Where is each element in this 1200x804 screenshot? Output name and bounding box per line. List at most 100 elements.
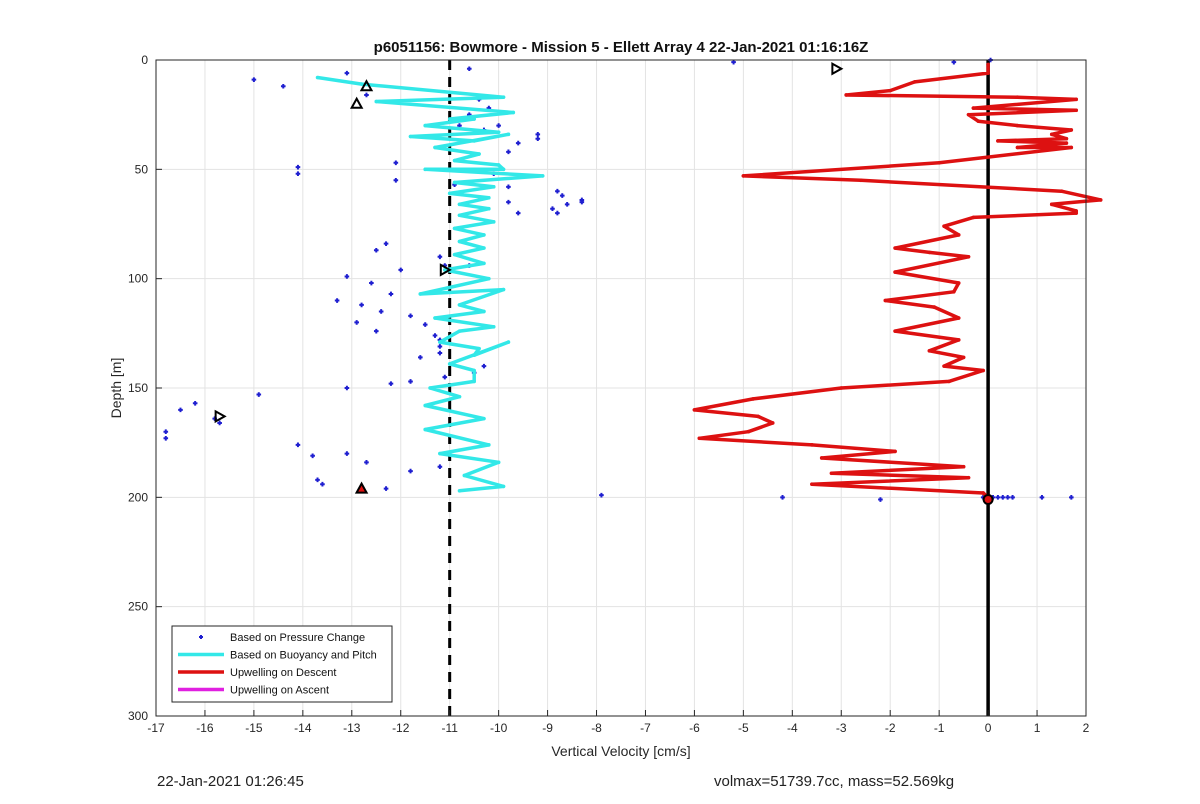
series-line-point xyxy=(981,491,986,495)
series-line-point xyxy=(482,261,486,266)
data-point xyxy=(437,344,443,349)
data-point xyxy=(320,481,325,487)
series-line-point xyxy=(956,281,961,285)
series-line-point xyxy=(408,134,413,139)
x-tick-label: 2 xyxy=(1083,721,1090,735)
data-point xyxy=(369,280,374,286)
series-line-point xyxy=(859,178,863,183)
series-line-point xyxy=(1015,123,1020,128)
series-line-point xyxy=(501,484,506,489)
data-point xyxy=(1005,495,1010,500)
series-line-point xyxy=(442,268,447,272)
x-tick-label: -12 xyxy=(392,721,410,735)
series-line-point xyxy=(501,287,506,292)
series-line-point xyxy=(482,246,486,250)
data-point xyxy=(599,492,604,498)
data-point xyxy=(295,442,301,448)
series-line-point xyxy=(491,324,496,329)
data-point xyxy=(310,453,315,459)
data-point xyxy=(506,184,511,190)
data-point xyxy=(481,363,487,369)
data-point xyxy=(398,267,404,273)
series-line-point xyxy=(1074,211,1079,215)
data-point xyxy=(1000,495,1006,500)
data-point xyxy=(315,477,320,483)
x-tick-label: -7 xyxy=(640,721,651,735)
series-line-point xyxy=(956,316,961,320)
series-line-point xyxy=(506,132,511,137)
series-line-point xyxy=(746,429,751,434)
series-line-point xyxy=(487,276,491,281)
y-tick-label: 50 xyxy=(135,162,149,176)
data-point xyxy=(388,291,394,297)
series-line-point xyxy=(374,99,379,104)
series-line-point xyxy=(893,449,897,454)
series-line-point xyxy=(1069,128,1074,132)
data-point xyxy=(163,429,169,435)
legend-entry: Upwelling on Ascent xyxy=(230,685,329,697)
series-line-point xyxy=(893,329,897,333)
y-tick-label: 0 xyxy=(141,53,148,67)
data-point xyxy=(251,77,257,82)
series-line-point xyxy=(751,397,755,401)
series-line-point xyxy=(1015,95,1020,99)
series-line-point xyxy=(996,139,1000,143)
series-line-point xyxy=(501,95,506,99)
data-point xyxy=(878,497,883,502)
series-line-point xyxy=(487,443,491,447)
series-line-point xyxy=(438,340,442,344)
series-line-point xyxy=(433,145,437,150)
series-line-point xyxy=(452,226,457,231)
series-line-point xyxy=(932,305,937,309)
x-tick-label: -4 xyxy=(787,721,798,735)
data-point xyxy=(515,140,521,146)
legend-box xyxy=(171,625,393,703)
series-line-point xyxy=(457,213,462,218)
series-line-point xyxy=(491,185,496,189)
series-line-point xyxy=(457,303,462,307)
footer-info: volmax=51739.7cc, mass=52.569kg xyxy=(714,773,955,790)
series-line-point xyxy=(496,460,501,465)
data-point xyxy=(731,59,736,65)
series-line-point xyxy=(961,464,966,469)
data-point xyxy=(408,468,413,474)
series-layer xyxy=(163,57,1103,502)
series-line-point xyxy=(1064,136,1069,141)
data-point xyxy=(437,254,443,260)
data-point xyxy=(393,177,399,183)
series-line-point xyxy=(423,427,428,432)
series-line-point xyxy=(482,309,486,314)
series-line-point xyxy=(482,233,486,237)
data-point xyxy=(354,320,359,325)
series-line-point xyxy=(810,482,814,487)
series-line-point xyxy=(457,239,462,244)
data-point xyxy=(780,495,785,500)
series-line-point xyxy=(462,473,467,478)
series-line-point xyxy=(986,62,990,67)
x-tick-label: -15 xyxy=(245,721,263,735)
x-tick-label: -9 xyxy=(542,721,553,735)
series-line-point xyxy=(1049,202,1054,207)
series-line-point xyxy=(418,292,423,296)
series-line-point xyxy=(511,110,516,115)
series-line-point xyxy=(447,117,452,121)
legend-entry: Upwelling on Descent xyxy=(230,667,336,679)
series-line-point xyxy=(966,254,971,259)
series-line-point xyxy=(472,139,476,143)
filled-triangle-marker xyxy=(354,481,369,494)
triangle-right-marker xyxy=(214,409,227,424)
x-tick-label: -3 xyxy=(836,721,847,735)
series-line-point xyxy=(491,220,496,224)
x-tick-label: -5 xyxy=(738,721,749,735)
series-line-point xyxy=(1064,141,1069,145)
series-line-point xyxy=(423,167,428,172)
series-line-point xyxy=(457,329,462,333)
grid-layer xyxy=(155,59,1087,717)
data-point xyxy=(163,435,169,441)
series-line-point xyxy=(829,471,834,476)
data-point xyxy=(466,66,472,72)
series-line-point xyxy=(487,195,491,200)
series-line-point xyxy=(1074,97,1079,102)
series-line-point xyxy=(496,130,501,134)
series-line-point xyxy=(540,174,545,178)
